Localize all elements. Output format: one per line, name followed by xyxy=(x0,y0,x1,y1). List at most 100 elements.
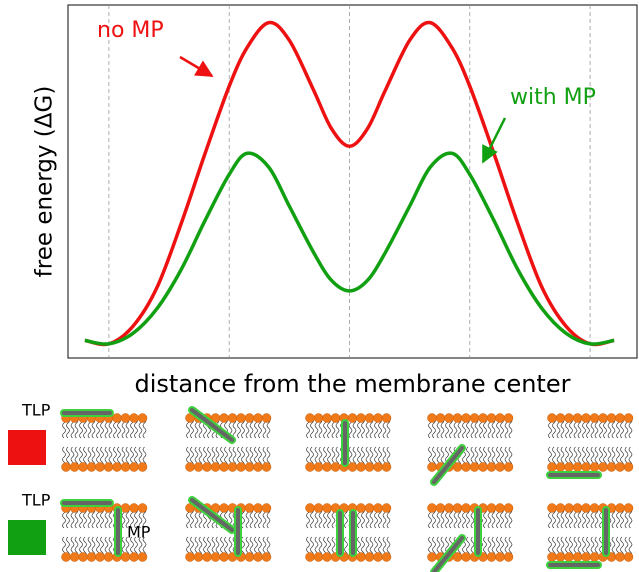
lipid-tail xyxy=(142,417,147,439)
lipid-tail xyxy=(335,446,340,468)
lipid-tail xyxy=(142,507,147,529)
lipid-head xyxy=(120,552,131,562)
lipid-tail xyxy=(134,446,138,468)
lipid-head xyxy=(452,552,463,562)
lipid-tail xyxy=(125,507,130,529)
lipid-head xyxy=(69,462,80,472)
annotation: with MP xyxy=(510,85,596,110)
lipid-tail xyxy=(100,536,104,558)
lipid-tail xyxy=(74,507,79,529)
lipid-tail xyxy=(569,446,573,468)
lipid-tail xyxy=(207,446,211,468)
lipid-head xyxy=(261,503,272,513)
lipid-tail xyxy=(125,417,130,439)
lipid-tail xyxy=(100,417,104,439)
lipid-head xyxy=(244,552,255,562)
lipid-tail xyxy=(249,446,254,468)
lipid-tail xyxy=(552,507,556,529)
lipid-head xyxy=(313,503,324,513)
lipid-tail xyxy=(577,417,582,439)
lipid-tail xyxy=(508,507,513,529)
lipid-head xyxy=(478,413,488,423)
lipid-head xyxy=(227,413,238,423)
lipid-head xyxy=(210,462,221,472)
lipid-tail xyxy=(241,417,245,439)
lipid-head xyxy=(452,413,463,423)
lipid-head xyxy=(555,552,566,562)
lipid-tail xyxy=(560,446,565,468)
lipid-head xyxy=(478,462,488,472)
lipid-tail xyxy=(508,417,513,439)
lipid-tail xyxy=(594,507,599,529)
lipid-tail xyxy=(83,417,87,439)
lipid-head xyxy=(137,413,148,423)
lipid-head xyxy=(486,552,497,562)
lipid-head xyxy=(461,552,471,562)
lipid-tail xyxy=(224,446,228,468)
lipid-head xyxy=(313,552,324,562)
lipid-head xyxy=(129,462,139,472)
lipid-tail xyxy=(508,446,513,468)
lipid-head xyxy=(86,462,97,472)
lipid-head xyxy=(219,503,229,513)
lipid-tail xyxy=(432,536,436,558)
lipid-head xyxy=(305,552,315,562)
lipid-tail xyxy=(74,536,79,558)
lipid-head xyxy=(322,552,332,562)
lipid-head xyxy=(486,413,497,423)
lipid-head xyxy=(615,503,625,513)
lipid-tail xyxy=(466,446,470,468)
lipid-head xyxy=(606,413,617,423)
lipid-tail xyxy=(552,446,556,468)
lipid-tail xyxy=(198,446,203,468)
lipid-tail xyxy=(83,507,87,529)
lipid-tail xyxy=(134,536,138,558)
lipid-tail xyxy=(500,417,504,439)
lipid-head xyxy=(95,552,105,562)
lipid-tail xyxy=(491,446,496,468)
lipid-tail xyxy=(466,507,470,529)
lipid-tail xyxy=(620,507,624,529)
lipid-tail xyxy=(369,446,374,468)
lipid-head xyxy=(572,462,583,472)
lipid-tail xyxy=(628,507,633,529)
lipid-head xyxy=(236,413,246,423)
lipid-head xyxy=(373,413,383,423)
lipid-head xyxy=(623,503,634,513)
lipid-tail xyxy=(258,417,262,439)
lipid-tail xyxy=(241,446,245,468)
arrow xyxy=(179,55,214,78)
lipid-tail xyxy=(378,507,382,529)
lipid-tail xyxy=(190,507,194,529)
y-axis-label: free energy (ΔG) xyxy=(32,86,58,278)
row-swatch xyxy=(8,430,46,465)
lipid-head xyxy=(495,462,505,472)
lipid-head xyxy=(313,462,324,472)
lipid-head xyxy=(261,552,272,562)
lipid-tail xyxy=(266,417,271,439)
lipid-head xyxy=(322,503,332,513)
lipid-head xyxy=(555,462,566,472)
lipid-tail xyxy=(560,536,565,558)
lipid-head xyxy=(61,462,71,472)
annotation: no MP xyxy=(97,18,164,43)
lipid-tail xyxy=(125,446,130,468)
lipid-tail xyxy=(628,417,633,439)
lipid-tail xyxy=(100,507,104,529)
lipid-tail xyxy=(620,536,624,558)
lipid-head xyxy=(137,462,148,472)
lipid-tail xyxy=(552,536,556,558)
lipid-head xyxy=(572,413,583,423)
lipid-head xyxy=(503,462,514,472)
lipid-tail xyxy=(628,446,633,468)
lipid-head xyxy=(129,552,139,562)
lipid-tail xyxy=(386,536,391,558)
lipid-tail xyxy=(369,417,374,439)
lipid-head xyxy=(356,552,366,562)
lipid-head xyxy=(69,552,80,562)
lipid-tail xyxy=(586,417,590,439)
lipid-tail xyxy=(215,536,220,558)
series-line xyxy=(84,20,615,347)
lipid-tail xyxy=(318,536,323,558)
lipid-tail xyxy=(361,536,365,558)
